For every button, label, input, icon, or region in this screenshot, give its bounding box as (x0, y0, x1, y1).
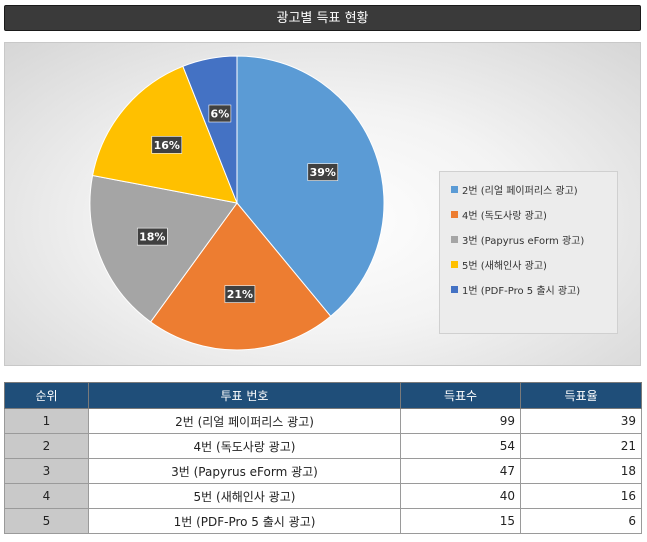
svg-text:16%: 16% (154, 139, 180, 152)
legend-item: 3번 (Papyrus eForm 광고) (440, 227, 617, 252)
pie-slice (89, 174, 238, 323)
rate-cell: 21 (520, 433, 642, 459)
column-header-rank: 순위 (4, 382, 89, 409)
vote-table: 순위 투표 번호 득표수 득표율 1 2번 (리얼 페이퍼리스 광고) 99 3… (4, 382, 642, 534)
pie-chart: 39% 21% 18% 16% 6% (89, 55, 385, 351)
pie-slice (149, 202, 332, 351)
pie-data-label: 18% (137, 227, 168, 246)
table-row: 4 5번 (새해인사 광고) 40 16 (4, 483, 642, 509)
rate-cell: 18 (520, 458, 642, 484)
table-row: 2 4번 (독도사랑 광고) 54 21 (4, 433, 642, 459)
chart-area: 39% 21% 18% 16% 6% 2번 (리얼 페이퍼리스 광고) 4번 (독도사랑… (4, 42, 641, 366)
table-row: 5 1번 (PDF-Pro 5 출시 광고) 15 6 (4, 508, 642, 534)
entry-cell: 1번 (PDF-Pro 5 출시 광고) (88, 508, 401, 534)
column-header-rate: 득표율 (520, 382, 642, 409)
rate-cell: 16 (520, 483, 642, 509)
votes-cell: 40 (400, 483, 521, 509)
table-row: 1 2번 (리얼 페이퍼리스 광고) 99 39 (4, 408, 642, 434)
chart-title: 광고별 득표 현황 (4, 5, 641, 31)
legend-item: 4번 (독도사랑 광고) (440, 202, 617, 227)
rank-cell: 2 (4, 433, 89, 459)
legend-label: 2번 (리얼 페이퍼리스 광고) (462, 186, 578, 197)
pie-data-label: 21% (224, 285, 256, 303)
legend-item: 1번 (PDF-Pro 5 출시 광고) (440, 277, 617, 302)
svg-text:21%: 21% (227, 288, 253, 301)
legend-label: 3번 (Papyrus eForm 광고) (462, 236, 585, 247)
votes-cell: 15 (400, 508, 521, 534)
legend-swatch (451, 286, 458, 293)
votes-cell: 47 (400, 458, 521, 484)
pie-slice (92, 65, 238, 204)
column-header-entry: 투표 번호 (88, 382, 401, 409)
rate-cell: 39 (520, 408, 642, 434)
column-header-votes: 득표수 (400, 382, 521, 409)
legend-swatch (451, 236, 458, 243)
pie-slice (236, 55, 385, 317)
pie-data-label: 6% (208, 104, 232, 123)
votes-cell: 54 (400, 433, 521, 459)
rank-cell: 5 (4, 508, 89, 534)
legend-label: 4번 (독도사랑 광고) (462, 211, 547, 222)
rank-cell: 3 (4, 458, 89, 484)
svg-text:18%: 18% (139, 231, 165, 244)
entry-cell: 5번 (새해인사 광고) (88, 483, 401, 509)
entry-cell: 2번 (리얼 페이퍼리스 광고) (88, 408, 401, 434)
legend-swatch (451, 186, 458, 193)
svg-text:39%: 39% (310, 166, 336, 179)
pie-data-label: 16% (151, 136, 183, 154)
entry-cell: 3번 (Papyrus eForm 광고) (88, 458, 401, 484)
legend-swatch (451, 261, 458, 268)
legend-item: 2번 (리얼 페이퍼리스 광고) (440, 177, 617, 202)
chart-legend: 2번 (리얼 페이퍼리스 광고) 4번 (독도사랑 광고) 3번 (Papyru… (439, 171, 618, 334)
pie-data-label: 39% (307, 163, 339, 181)
votes-cell: 99 (400, 408, 521, 434)
legend-item: 5번 (새해인사 광고) (440, 252, 617, 277)
legend-swatch (451, 211, 458, 218)
table-row: 3 3번 (Papyrus eForm 광고) 47 18 (4, 458, 642, 484)
svg-text:6%: 6% (211, 108, 230, 121)
rank-cell: 4 (4, 483, 89, 509)
legend-label: 1번 (PDF-Pro 5 출시 광고) (462, 286, 581, 297)
table-header-row: 순위 투표 번호 득표수 득표율 (4, 382, 642, 409)
pie-slice (182, 55, 238, 204)
entry-cell: 4번 (독도사랑 광고) (88, 433, 401, 459)
rank-cell: 1 (4, 408, 89, 434)
rate-cell: 6 (520, 508, 642, 534)
legend-label: 5번 (새해인사 광고) (462, 261, 547, 272)
